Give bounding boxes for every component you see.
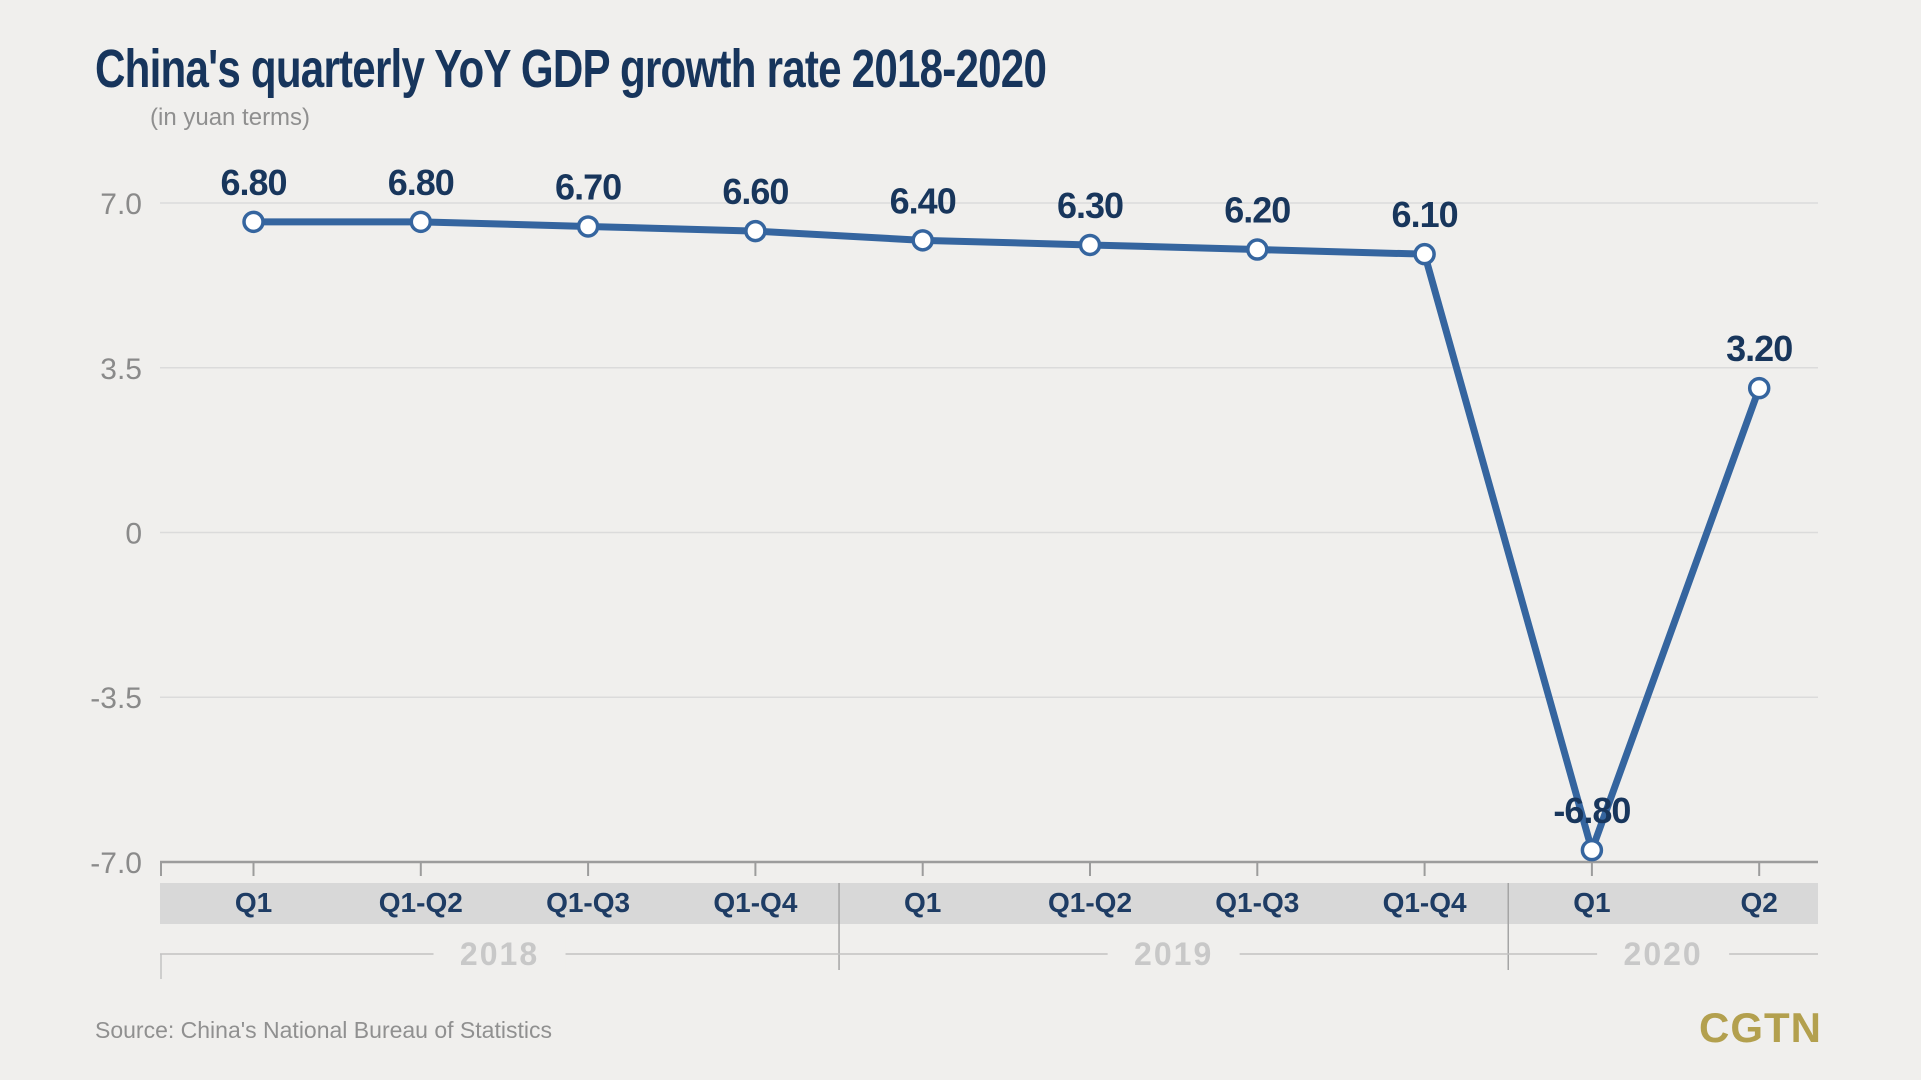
data-point-marker — [1246, 238, 1269, 261]
x-tick-label: Q1-Q4 — [713, 887, 797, 918]
chart-subtitle: (in yuan terms) — [150, 104, 311, 131]
x-tick-label: Q1 — [235, 887, 272, 918]
y-tick-label: 7.0 — [100, 188, 142, 221]
x-tick-label: Q1-Q2 — [1048, 887, 1132, 918]
data-point-marker — [1078, 233, 1102, 257]
y-tick-label: 3.5 — [100, 353, 142, 386]
data-point-label: 6.60 — [722, 171, 788, 212]
data-point-label: 6.30 — [1057, 185, 1123, 226]
data-point-marker — [576, 215, 600, 238]
year-label: 2018 — [460, 936, 539, 972]
chart-title: China's quarterly YoY GDP growth rate 20… — [95, 39, 1047, 99]
year-label-mask — [1107, 936, 1240, 972]
year-label-mask — [433, 936, 566, 972]
data-point-label: 6.70 — [555, 166, 621, 207]
data-point-label: 6.80 — [220, 162, 286, 203]
data-point-marker — [744, 219, 767, 243]
source-note: Source: China's National Bureau of Stati… — [95, 1017, 552, 1043]
y-tick-label: -3.5 — [90, 682, 142, 715]
data-point-marker — [911, 229, 934, 252]
y-tick-label: 0 — [125, 518, 142, 551]
data-point-label: 6.10 — [1392, 194, 1458, 235]
data-point-label: 3.20 — [1726, 328, 1792, 369]
data-point-label: 6.40 — [890, 180, 956, 221]
x-tick-label: Q1 — [1573, 887, 1610, 918]
x-tick-label: Q1-Q3 — [1215, 887, 1299, 918]
x-tick-label: Q1-Q2 — [379, 887, 463, 918]
data-point-marker — [1413, 242, 1436, 266]
x-tick-label: Q1-Q3 — [546, 887, 630, 918]
cgtn-logo: CGTN — [1699, 1004, 1822, 1051]
x-tick-label: Q1 — [904, 887, 941, 918]
year-label: 2019 — [1134, 936, 1213, 972]
data-point-label: 6.80 — [388, 162, 454, 203]
x-tick-label: Q1-Q4 — [1383, 887, 1467, 918]
x-tick-label: Q2 — [1741, 887, 1778, 918]
data-point-marker — [1580, 838, 1604, 862]
gdp-line — [250, 218, 1763, 854]
data-point-label: -6.80 — [1553, 790, 1630, 831]
year-label-mask — [1597, 936, 1730, 972]
data-point-label: 6.20 — [1224, 190, 1290, 231]
data-point-marker — [409, 210, 433, 234]
x-axis-band — [160, 883, 1818, 924]
data-point-marker — [242, 210, 265, 234]
data-point-marker — [1747, 376, 1771, 400]
year-label: 2020 — [1624, 936, 1703, 972]
y-tick-label: -7.0 — [90, 847, 142, 880]
